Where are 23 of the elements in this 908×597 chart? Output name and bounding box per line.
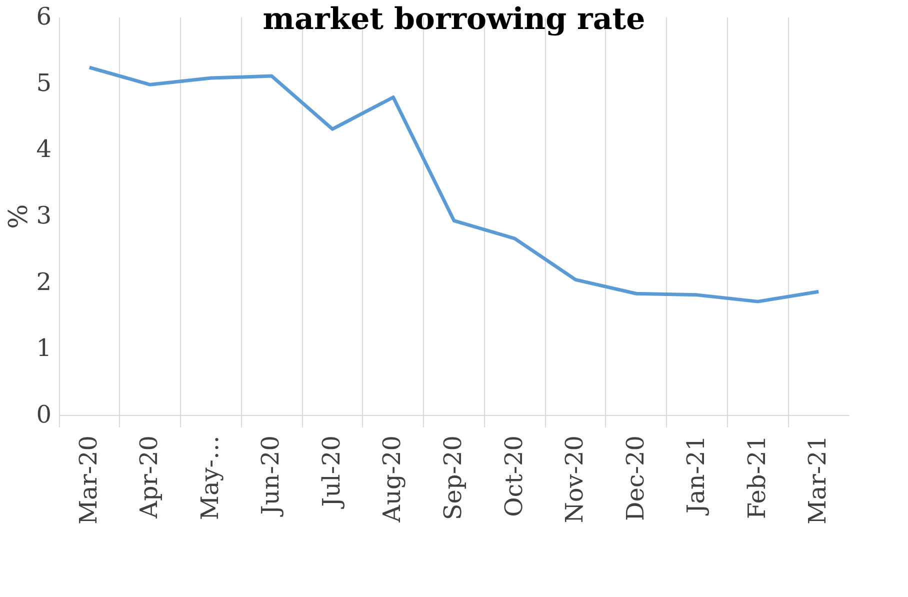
- y-axis-title: %: [4, 204, 34, 229]
- y-tick-label: 1: [36, 334, 52, 362]
- chart-title: market borrowing rate: [262, 2, 646, 37]
- x-tick-label: Jan-21: [682, 436, 710, 517]
- x-tick-label: Feb-21: [742, 436, 771, 520]
- x-tick-label: Oct-20: [500, 436, 528, 517]
- y-tick-label: 0: [36, 400, 52, 428]
- x-tick-label: Jul-20: [317, 436, 346, 510]
- y-tick-label: 5: [36, 68, 52, 97]
- x-tick-label: Sep-20: [439, 436, 467, 520]
- y-tick-label: 2: [36, 268, 52, 296]
- y-tick-label: 4: [36, 135, 52, 164]
- x-tick-label: May-…: [196, 436, 224, 520]
- x-tick-label: Mar-20: [74, 436, 102, 525]
- x-tick-label: Mar-21: [804, 436, 832, 525]
- x-tick-label: Jun-20: [256, 436, 285, 518]
- x-tick-label: Apr-20: [135, 436, 164, 520]
- y-tick-label: 6: [36, 2, 52, 30]
- x-tick-label: Aug-20: [378, 436, 406, 524]
- x-tick-label: Nov-20: [560, 436, 589, 524]
- line-series: [88, 66, 820, 304]
- y-tick-label: 3: [36, 202, 52, 230]
- x-tick-label: Dec-20: [621, 436, 650, 522]
